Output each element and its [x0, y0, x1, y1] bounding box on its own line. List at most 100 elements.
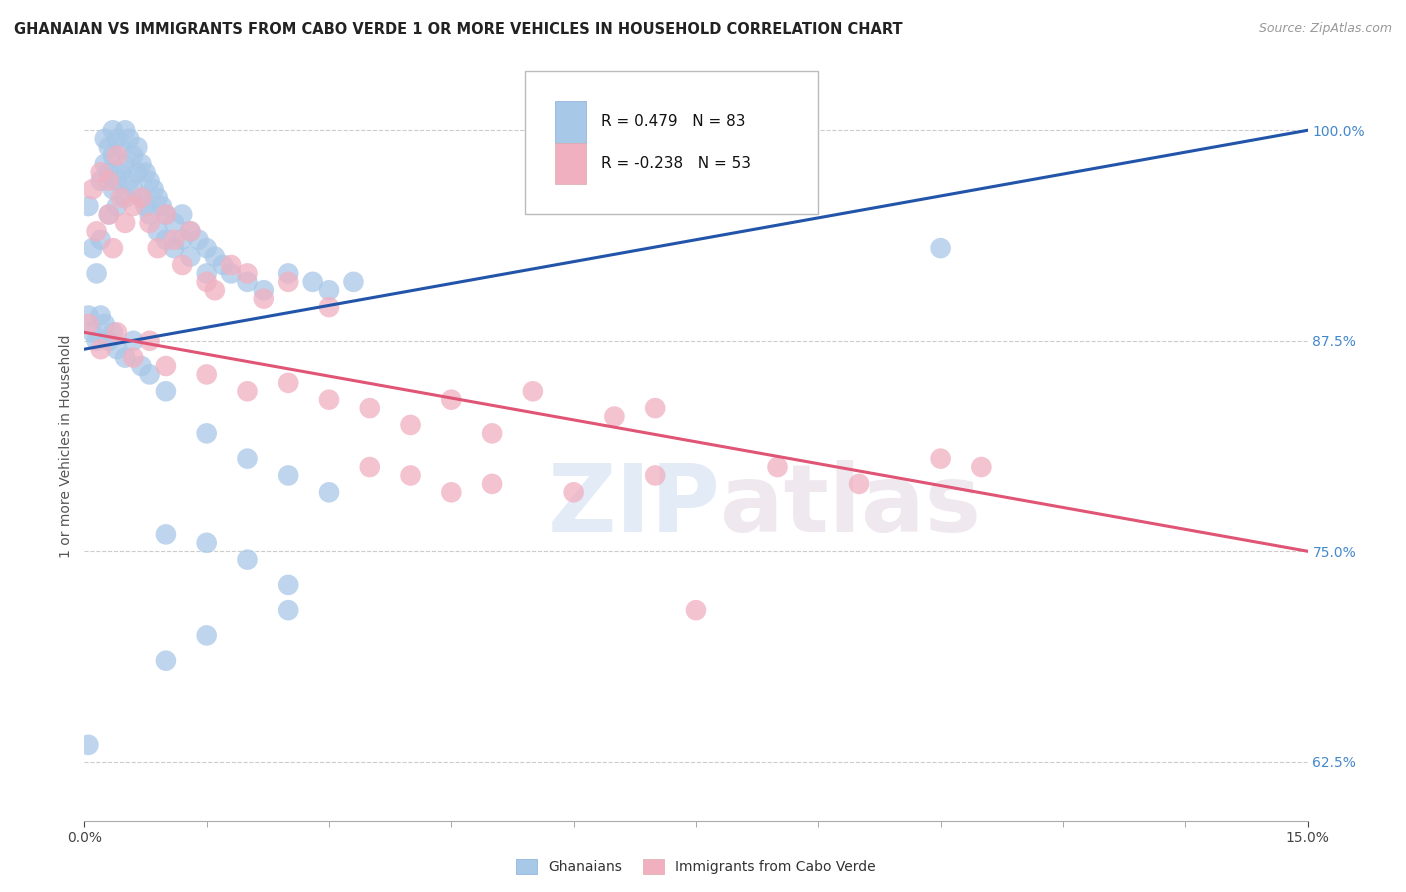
Point [481, 476, 503, 491]
Point [93, 317, 115, 331]
Point [277, 267, 299, 281]
Point [929, 451, 952, 466]
Point [97, 174, 120, 188]
Point [481, 426, 503, 441]
Point [236, 384, 259, 399]
Point [155, 654, 177, 668]
Point [110, 191, 132, 205]
Point [277, 603, 299, 617]
Point [131, 191, 153, 205]
Point [236, 451, 259, 466]
Point [236, 552, 259, 566]
Point [110, 165, 132, 179]
Point [195, 368, 218, 382]
Point [195, 275, 218, 289]
Point [131, 157, 153, 171]
Point [138, 207, 160, 221]
Point [644, 468, 666, 483]
Point [82, 182, 104, 196]
Point [236, 275, 259, 289]
Point [219, 258, 242, 272]
Point [155, 207, 177, 221]
Point [97, 334, 120, 348]
Point [105, 132, 128, 146]
Point [146, 224, 169, 238]
Point [122, 182, 145, 196]
Point [359, 401, 381, 416]
Point [105, 326, 128, 340]
Point [77, 309, 100, 323]
Point [142, 182, 165, 196]
Point [195, 536, 218, 550]
Point [101, 326, 124, 340]
Point [97, 140, 120, 154]
Point [644, 401, 666, 416]
Point [90, 174, 112, 188]
Point [253, 283, 276, 297]
Text: GHANAIAN VS IMMIGRANTS FROM CABO VERDE 1 OR MORE VEHICLES IN HOUSEHOLD CORRELATI: GHANAIAN VS IMMIGRANTS FROM CABO VERDE 1… [14, 22, 903, 37]
Point [163, 216, 186, 230]
Point [77, 738, 100, 752]
Point [114, 157, 136, 171]
Point [114, 191, 136, 205]
Text: R = -0.238   N = 53: R = -0.238 N = 53 [600, 155, 751, 170]
Point [114, 351, 136, 365]
Point [146, 241, 169, 255]
Point [970, 460, 993, 475]
Point [440, 392, 463, 407]
Text: ZIP: ZIP [547, 460, 720, 552]
Point [163, 241, 186, 255]
Point [685, 603, 707, 617]
Point [86, 334, 108, 348]
Point [179, 224, 201, 238]
Point [110, 140, 132, 154]
Point [318, 300, 340, 314]
Point [204, 250, 226, 264]
Point [277, 468, 299, 483]
Point [105, 174, 128, 188]
Point [97, 207, 120, 221]
Point [179, 250, 201, 264]
Point [90, 309, 112, 323]
Point [90, 342, 112, 356]
Point [86, 267, 108, 281]
Point [127, 140, 149, 154]
Point [155, 527, 177, 541]
Text: Source: ZipAtlas.com: Source: ZipAtlas.com [1258, 22, 1392, 36]
Point [122, 334, 145, 348]
Point [155, 207, 177, 221]
Point [135, 165, 157, 179]
Point [127, 165, 149, 179]
Point [212, 258, 235, 272]
Point [118, 174, 141, 188]
Point [359, 460, 381, 475]
Point [848, 476, 870, 491]
Point [97, 165, 120, 179]
Point [155, 233, 177, 247]
Point [90, 165, 112, 179]
Point [179, 224, 201, 238]
Point [122, 199, 145, 213]
Point [131, 191, 153, 205]
Point [440, 485, 463, 500]
Point [163, 233, 186, 247]
Point [253, 292, 276, 306]
Point [114, 216, 136, 230]
Point [301, 275, 323, 289]
Point [195, 426, 218, 441]
Point [277, 578, 299, 592]
Point [172, 258, 194, 272]
Point [122, 148, 145, 162]
Point [399, 468, 422, 483]
Point [90, 233, 112, 247]
Point [77, 199, 100, 213]
Point [105, 342, 128, 356]
Point [82, 241, 104, 255]
Point [93, 132, 115, 146]
Bar [555, 102, 586, 143]
Point [101, 182, 124, 196]
Point [101, 148, 124, 162]
Point [101, 241, 124, 255]
Point [101, 123, 124, 137]
Text: R = 0.479   N = 83: R = 0.479 N = 83 [600, 114, 745, 129]
